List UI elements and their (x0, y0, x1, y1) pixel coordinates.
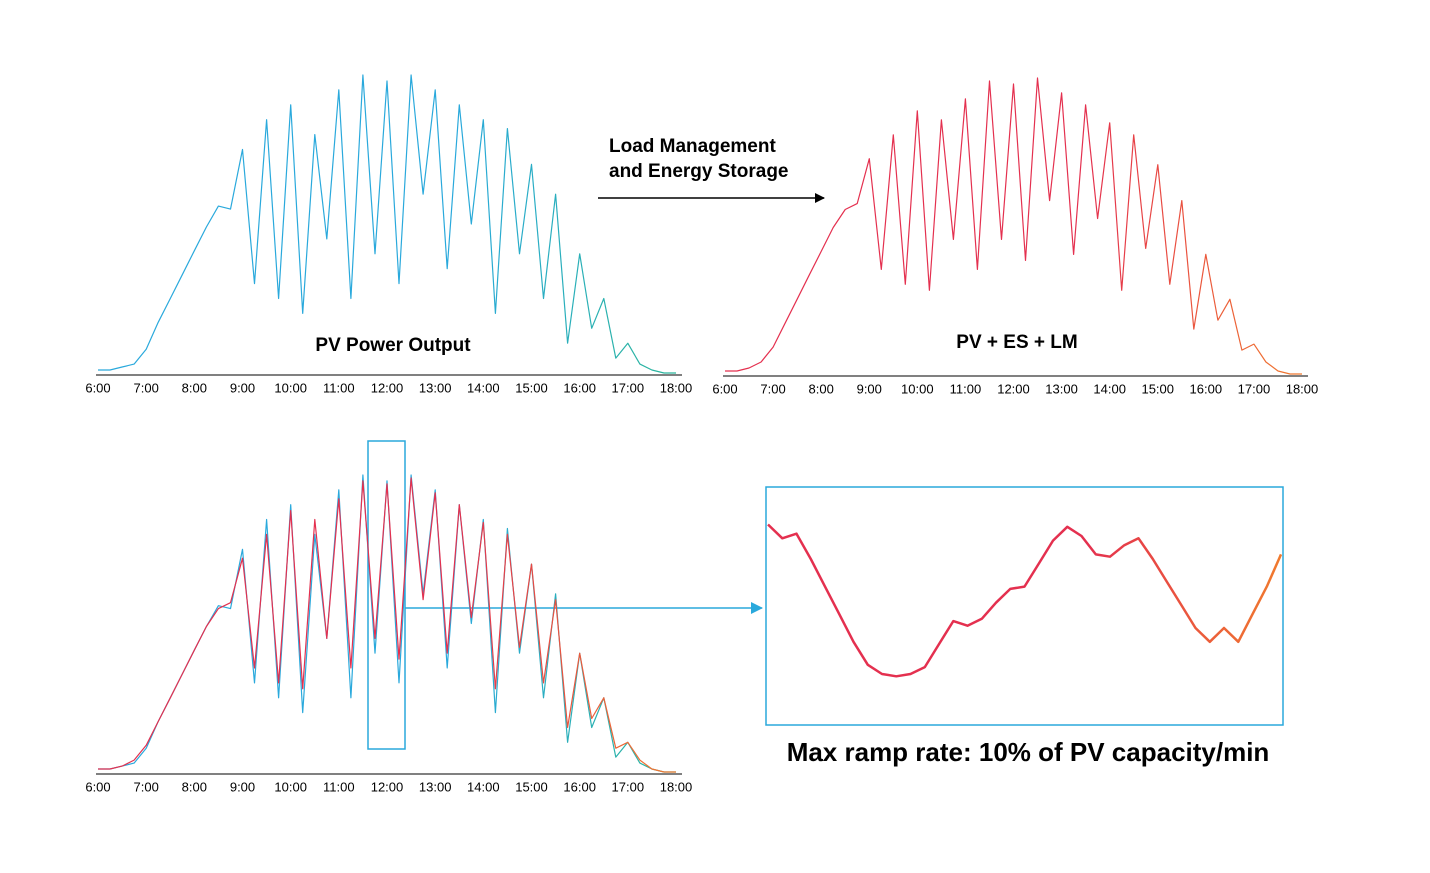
chart-title: PV Power Output (315, 335, 471, 356)
annotation-line: Load Management (609, 136, 776, 157)
x-tick-label: 11:00 (950, 381, 982, 396)
zoom-box (765, 486, 1284, 726)
x-tick-label: 12:00 (997, 381, 1030, 396)
x-tick-label: 13:00 (1045, 381, 1078, 396)
x-tick-label: 18:00 (660, 779, 693, 794)
x-tick-label: 14:00 (1093, 381, 1126, 396)
x-tick-label: 15:00 (1141, 381, 1174, 396)
x-tick-label: 7:00 (134, 779, 159, 794)
x-tick-label: 11:00 (323, 779, 355, 794)
data-line (767, 523, 1283, 678)
x-tick-label: 12:00 (371, 380, 404, 395)
x-tick-label: 16:00 (563, 380, 596, 395)
x-tick-label: 16:00 (563, 779, 596, 794)
x-tick-label: 6:00 (85, 779, 110, 794)
x-tick-label: 17:00 (612, 380, 645, 395)
x-tick-label: 9:00 (857, 381, 882, 396)
data-line (98, 74, 676, 374)
x-tick-label: 8:00 (182, 380, 207, 395)
x-tick-label: 16:00 (1190, 381, 1223, 396)
data-line (98, 474, 676, 773)
x-tick-label: 7:00 (134, 380, 159, 395)
x-tick-label: 10:00 (901, 381, 934, 396)
x-tick-label: 13:00 (419, 380, 452, 395)
x-tick-label: 10:00 (274, 779, 307, 794)
x-tick-label: 9:00 (230, 779, 255, 794)
chart-title: Max ramp rate: 10% of PV capacity/min (787, 737, 1270, 767)
x-tick-label: 18:00 (1286, 381, 1319, 396)
x-tick-label: 12:00 (371, 779, 404, 794)
data-line (725, 77, 1302, 375)
x-tick-label: 8:00 (182, 779, 207, 794)
x-tick-label: 9:00 (230, 380, 255, 395)
x-tick-label: 17:00 (612, 779, 645, 794)
x-tick-label: 7:00 (760, 381, 785, 396)
x-tick-label: 10:00 (274, 380, 307, 395)
data-line (98, 477, 676, 773)
x-tick-label: 15:00 (515, 380, 548, 395)
x-tick-label: 11:00 (323, 380, 355, 395)
x-tick-label: 13:00 (419, 779, 452, 794)
x-tick-label: 8:00 (809, 381, 834, 396)
x-tick-label: 17:00 (1238, 381, 1271, 396)
x-tick-label: 15:00 (515, 779, 548, 794)
x-tick-label: 14:00 (467, 779, 500, 794)
x-tick-label: 14:00 (467, 380, 500, 395)
x-tick-label: 6:00 (712, 381, 737, 396)
highlight-box (367, 440, 406, 750)
annotation-line: and Energy Storage (609, 161, 789, 182)
chart-title: PV + ES + LM (956, 332, 1077, 353)
x-tick-label: 6:00 (85, 380, 110, 395)
x-tick-label: 18:00 (660, 380, 693, 395)
